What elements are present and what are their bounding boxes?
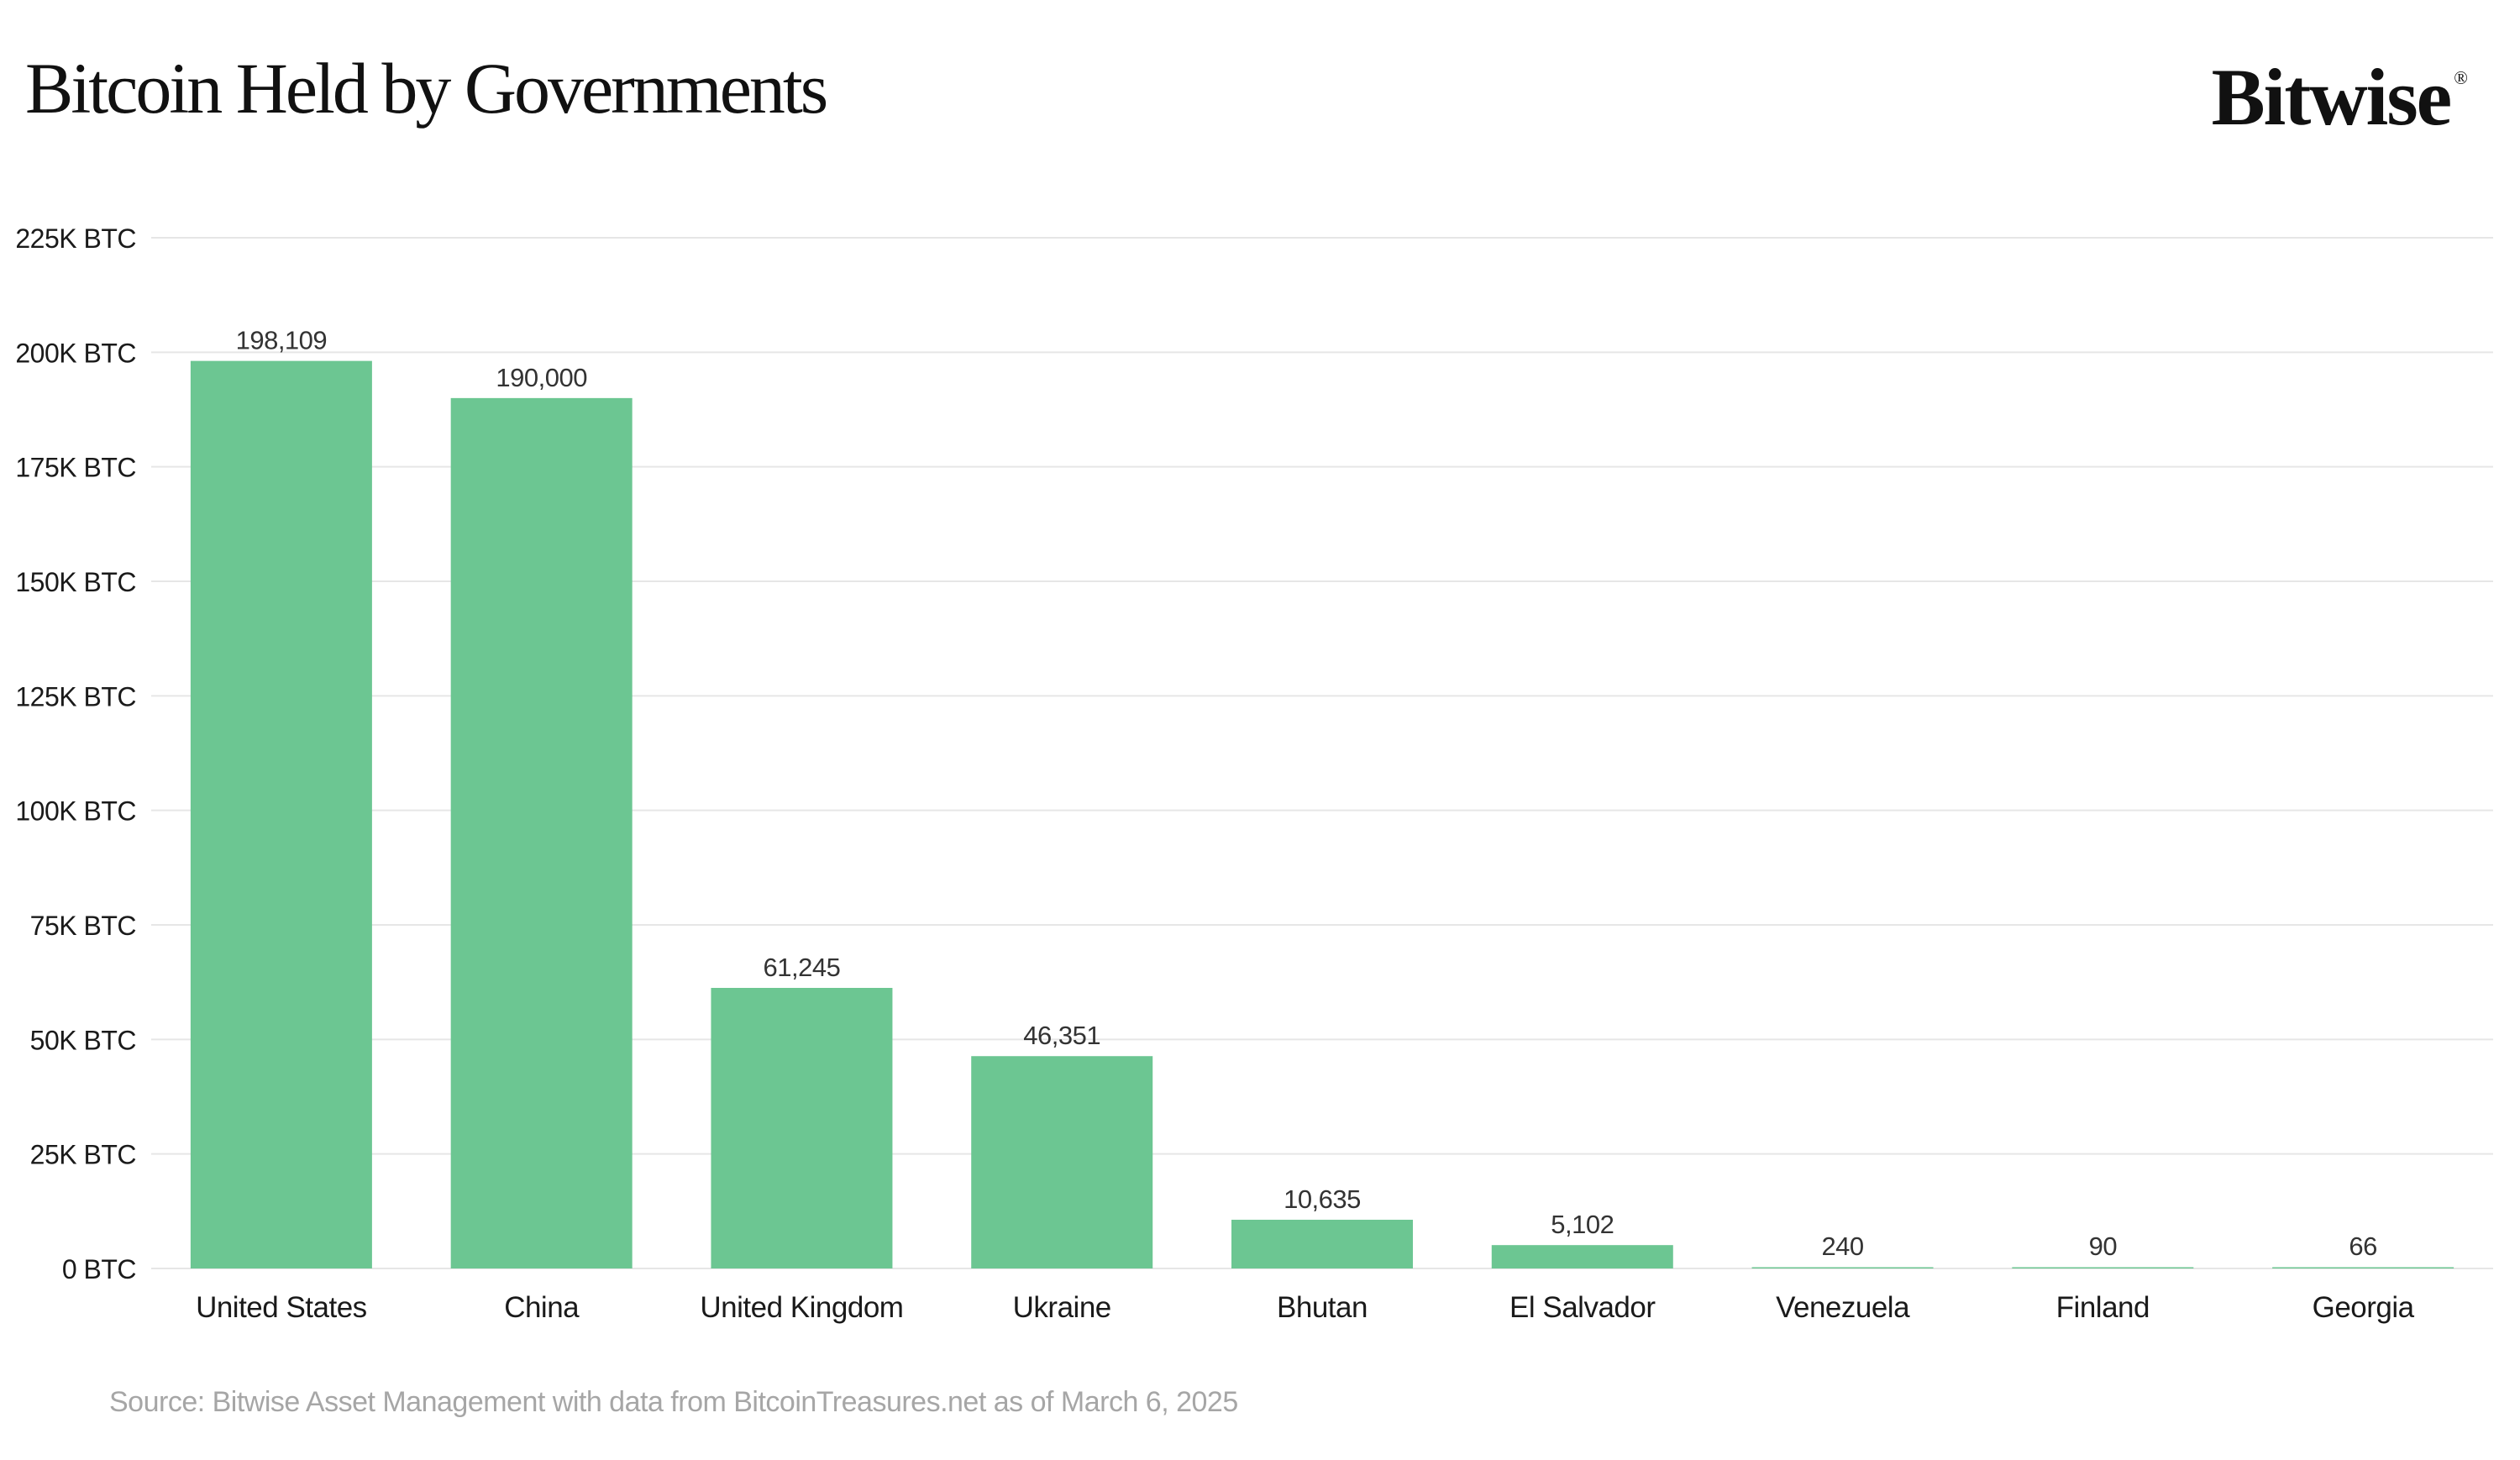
data-label: 66 <box>2349 1232 2376 1261</box>
data-label: 10,635 <box>1284 1184 1361 1214</box>
y-tick-label: 50K BTC <box>30 1025 136 1055</box>
data-label: 190,000 <box>496 363 587 392</box>
y-tick-label: 175K BTC <box>15 453 136 483</box>
x-tick-label: China <box>504 1291 580 1324</box>
y-tick-label: 200K BTC <box>15 338 136 368</box>
source-note: Source: Bitwise Asset Management with da… <box>109 1386 1238 1418</box>
data-label: 46,351 <box>1023 1021 1100 1050</box>
bar <box>971 1056 1153 1268</box>
bitwise-logo: Bitwise ® <box>2212 57 2468 138</box>
data-labels: 198,109 190,000 61,245 46,351 10,635 5,102 240… <box>236 326 2378 1261</box>
y-tick-label: 75K BTC <box>30 911 136 941</box>
bar <box>2272 1267 2454 1268</box>
bar <box>450 397 633 1268</box>
data-label: 240 <box>1821 1232 1863 1261</box>
y-tick-label: 225K BTC <box>15 223 136 254</box>
x-tick-label: United Kingdom <box>700 1291 903 1324</box>
bar <box>1751 1267 1934 1268</box>
data-label: 61,245 <box>764 953 841 982</box>
y-axis-tick-labels: 0 BTC 25K BTC 50K BTC 75K BTC 100K BTC 125K B… <box>15 223 136 1284</box>
data-label: 90 <box>2089 1232 2118 1261</box>
y-tick-label: 25K BTC <box>30 1140 136 1170</box>
x-tick-label: United States <box>196 1291 367 1324</box>
bar <box>1491 1245 1673 1268</box>
bars <box>190 360 2454 1268</box>
bar <box>2012 1267 2194 1268</box>
logo-text: Bitwise <box>2211 52 2453 142</box>
y-tick-label: 150K BTC <box>15 567 136 597</box>
x-tick-label: El Salvador <box>1509 1291 1656 1324</box>
data-label: 5,102 <box>1551 1210 1614 1239</box>
y-tick-label: 0 BTC <box>62 1254 136 1284</box>
y-tick-label: 125K BTC <box>15 681 136 712</box>
bar <box>711 988 893 1268</box>
bar <box>190 360 372 1268</box>
x-axis-tick-labels: United States China United Kingdom Ukraine B… <box>196 1291 2415 1324</box>
x-tick-label: Venezuela <box>1776 1291 1910 1324</box>
data-label: 198,109 <box>236 326 328 355</box>
registered-mark: ® <box>2454 67 2468 88</box>
chart-title: Bitcoin Held by Governments <box>25 48 828 129</box>
x-tick-label: Georgia <box>2313 1291 2415 1324</box>
bar <box>1231 1220 1413 1268</box>
x-tick-label: Finland <box>2056 1291 2150 1324</box>
y-tick-label: 100K BTC <box>15 796 136 827</box>
x-tick-label: Bhutan <box>1277 1291 1368 1324</box>
x-tick-label: Ukraine <box>1013 1291 1111 1324</box>
